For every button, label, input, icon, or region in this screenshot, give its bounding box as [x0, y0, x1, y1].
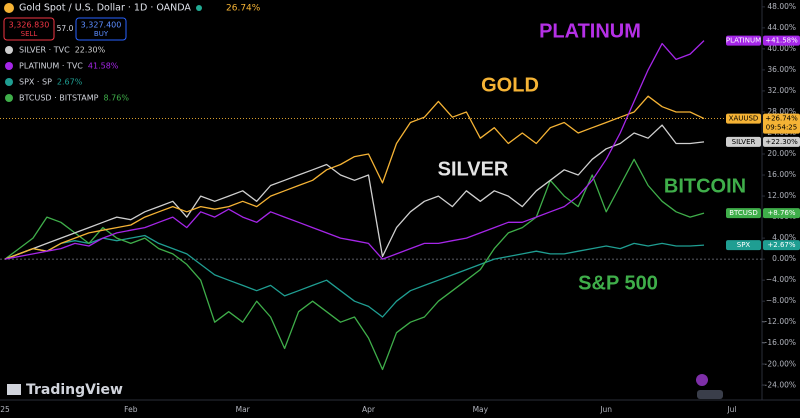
y-tick-label: −12.00% [761, 317, 796, 326]
y-tick-label: −20.00% [761, 359, 796, 368]
buy-label: BUY [94, 30, 109, 38]
legend-value: 8.76% [104, 94, 130, 103]
symbol-tag [726, 35, 761, 46]
legend-label: BTCUSD · BITSTAMP [19, 94, 99, 103]
change: 26.74% [226, 4, 261, 14]
annotation: SILVER [438, 158, 509, 180]
buy-button[interactable] [75, 17, 127, 41]
price-tag [763, 136, 800, 147]
price-tag-text: +2.67% [767, 241, 795, 249]
symbol-tag-text: SPX [737, 241, 751, 249]
y-tick-label: 44.00% [767, 23, 796, 32]
series-line [4, 95, 705, 260]
sell-label: SELL [21, 30, 38, 38]
legend-label: SILVER · TVC [19, 46, 70, 55]
y-tick-label: −24.00% [761, 380, 796, 389]
sell-price: 3,326.830 [9, 21, 50, 30]
y-tick-label: 48.00% [767, 2, 796, 11]
plot [0, 40, 762, 371]
symbol-tag [726, 240, 761, 251]
logo: TradingView [7, 382, 123, 398]
price-tag-text: +8.76% [767, 209, 795, 217]
y-tick-label: 36.00% [767, 65, 796, 74]
annotation: GOLD [481, 74, 539, 96]
y-tick-label: 32.00% [767, 86, 796, 95]
symbol-tag-text: BTCUSD [729, 209, 758, 217]
symbol-tag-text: PLATINUM [726, 37, 761, 45]
spread: 57.0 [57, 24, 74, 33]
x-tick-label: Feb [124, 405, 138, 414]
y-tick-label: 0.00% [772, 254, 796, 263]
event-icon[interactable] [696, 374, 708, 386]
symbol-tag-text: SILVER [732, 138, 756, 146]
y-tick-label: 28.00% [767, 107, 796, 116]
legend-icon [5, 94, 13, 102]
legend-value: 22.30% [75, 46, 106, 55]
symbol-tag [726, 208, 761, 219]
price-tag-time: 09:54:25 [766, 124, 797, 132]
buy-price: 3,327.400 [81, 21, 122, 30]
price-tag-text: +26.74% [765, 115, 798, 123]
x-tick-label: May [473, 405, 489, 414]
logo-mark [7, 384, 21, 395]
x-tick-label: Apr [362, 405, 376, 414]
x-tick-label: Jun [599, 405, 612, 414]
sell-button[interactable] [3, 17, 55, 41]
price-tag [763, 208, 800, 219]
legend-label: PLATINUM · TVC [19, 62, 83, 71]
series-line [4, 40, 705, 260]
y-tick-label: −4.00% [766, 275, 796, 284]
symbol-tag [726, 113, 761, 124]
price-tag [763, 240, 800, 251]
x-tick-label: 25 [0, 405, 10, 414]
legend-icon [5, 62, 13, 70]
y-tick-label: −8.00% [766, 296, 796, 305]
header: Gold Spot / U.S. Dollar · 1D · OANDA 26.… [3, 3, 261, 41]
x-tick-label: Mar [236, 405, 251, 414]
symbol-icon [4, 3, 14, 13]
price-tag-text: +41.58% [765, 37, 798, 45]
legend-value: 2.67% [57, 78, 83, 87]
legend: SILVER · TVC 22.30% PLATINUM · TVC 41.58% SP… [5, 46, 129, 103]
annotation: BITCOIN [664, 175, 746, 197]
legend-value: 41.58% [88, 62, 119, 71]
symbol-tag-text: XAUUSD [729, 115, 759, 123]
y-tick-label: 4.00% [772, 233, 796, 242]
annotation: PLATINUM [539, 20, 641, 42]
y-tick-label: 20.00% [767, 149, 796, 158]
flag-icon[interactable] [697, 390, 723, 399]
symbol-tag [726, 136, 761, 147]
y-tick-label: 40.00% [767, 44, 796, 53]
symbol: Gold Spot / U.S. Dollar · 1D · OANDA [19, 3, 191, 14]
price-tag [763, 35, 800, 46]
price-tag [763, 113, 800, 134]
y-tick-label: 12.00% [767, 191, 796, 200]
legend-icon [5, 78, 13, 86]
x-tick-label: Jul [726, 405, 736, 414]
legend-label: SPX · SP [19, 78, 52, 87]
legend-icon [5, 46, 13, 54]
y-tick-label: 16.00% [767, 170, 796, 179]
y-tick-label: −16.00% [761, 338, 796, 347]
price-tag-text: +22.30% [765, 138, 798, 146]
status-dot [196, 5, 202, 11]
annotation: S&P 500 [578, 272, 658, 294]
series-line [4, 124, 705, 260]
logo-text: TradingView [26, 382, 123, 398]
